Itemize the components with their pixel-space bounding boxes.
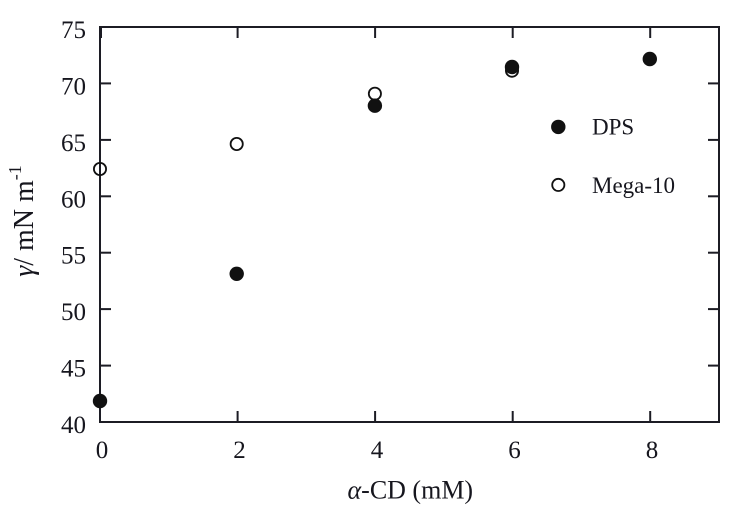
svg-text:DPS: DPS <box>592 115 634 140</box>
svg-text:60: 60 <box>61 186 86 213</box>
svg-text:50: 50 <box>61 299 86 326</box>
svg-text:8: 8 <box>646 437 659 464</box>
svg-text:Mega-10: Mega-10 <box>592 173 675 198</box>
svg-text:6: 6 <box>508 437 521 464</box>
svg-text:55: 55 <box>61 243 86 270</box>
svg-text:0: 0 <box>96 437 109 464</box>
svg-text:45: 45 <box>61 356 86 383</box>
svg-text:65: 65 <box>61 130 86 157</box>
svg-text:40: 40 <box>61 412 86 439</box>
svg-text:γ/ mN m-1: γ/ mN m-1 <box>5 165 40 277</box>
svg-text:75: 75 <box>61 17 86 44</box>
svg-text:2: 2 <box>233 437 246 464</box>
svg-text:α-CD (mM): α-CD (mM) <box>348 476 474 505</box>
svg-text:70: 70 <box>61 73 86 100</box>
svg-text:4: 4 <box>371 437 384 464</box>
